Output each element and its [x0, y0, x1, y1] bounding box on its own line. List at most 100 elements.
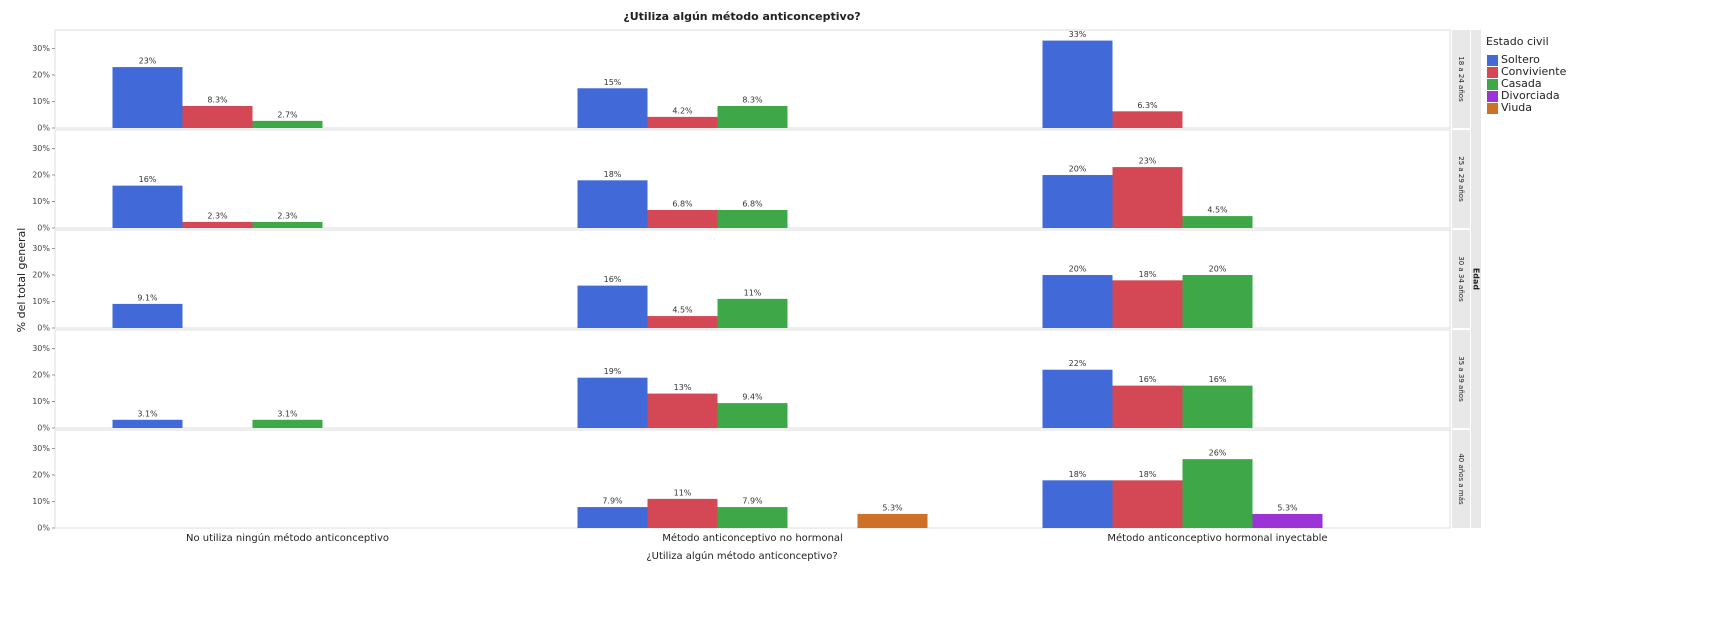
value-label: 23% — [139, 57, 157, 66]
legend-label: Viuda — [1501, 101, 1532, 114]
bar — [717, 298, 788, 328]
legend-swatch — [1487, 103, 1498, 114]
y-tick-label: 0% — [37, 524, 50, 533]
value-label: 20% — [1069, 265, 1087, 274]
y-tick-label: 30% — [32, 44, 50, 53]
bar — [1112, 480, 1183, 528]
bar — [647, 393, 718, 428]
value-label: 18% — [1069, 470, 1087, 479]
facet-label: 30 a 34 años — [1457, 256, 1465, 302]
bar — [1182, 216, 1253, 228]
y-tick-label: 10% — [32, 97, 50, 106]
bar — [1042, 275, 1113, 328]
y-tick-label: 30% — [32, 244, 50, 253]
value-label: 33% — [1069, 30, 1087, 39]
value-label: 16% — [1139, 375, 1157, 384]
value-label: 20% — [1069, 165, 1087, 174]
facet-strip — [1452, 230, 1470, 328]
x-tick-label: Método anticonceptivo no hormonal — [662, 532, 843, 544]
facet-title: Edad — [1472, 268, 1481, 291]
legend-label: Conviviente — [1501, 65, 1567, 78]
legend-label: Divorciada — [1501, 89, 1560, 102]
value-label: 20% — [1209, 265, 1227, 274]
value-label: 16% — [604, 275, 622, 284]
y-tick-label: 30% — [32, 344, 50, 353]
bar — [577, 88, 648, 128]
facet-strip — [1452, 30, 1470, 128]
bar — [717, 209, 788, 228]
value-label: 4.2% — [672, 106, 693, 115]
value-label: 4.5% — [672, 306, 693, 315]
value-label: 3.1% — [277, 409, 298, 418]
y-tick-label: 20% — [32, 171, 50, 180]
bar — [182, 221, 253, 228]
y-tick-label: 20% — [32, 271, 50, 280]
value-label: 8.3% — [742, 96, 763, 105]
value-label: 3.1% — [137, 409, 158, 418]
bar — [1112, 167, 1183, 228]
bar — [1042, 40, 1113, 129]
bar — [1042, 480, 1113, 528]
facet-strip — [1452, 130, 1470, 228]
value-label: 6.8% — [742, 199, 763, 208]
x-tick-label: Método anticonceptivo hormonal inyectabl… — [1107, 532, 1327, 544]
bar — [717, 507, 788, 528]
value-label: 13% — [674, 383, 692, 392]
bar — [252, 120, 323, 128]
bar — [647, 316, 718, 328]
facet-label: 35 a 39 años — [1457, 356, 1465, 402]
facet-strip — [1452, 430, 1470, 528]
x-axis-title: ¿Utiliza algún método anticonceptivo? — [646, 550, 837, 562]
facet-label: 18 a 24 años — [1457, 56, 1465, 102]
value-label: 19% — [604, 367, 622, 376]
bar — [577, 377, 648, 428]
bar — [1042, 369, 1113, 428]
value-label: 22% — [1069, 359, 1087, 368]
x-tick-label: No utiliza ningún método anticonceptivo — [186, 532, 389, 544]
y-axis-title: % del total general — [15, 228, 28, 333]
bar — [577, 180, 648, 228]
y-tick-label: 30% — [32, 144, 50, 153]
value-label: 7.9% — [602, 497, 623, 506]
bar — [857, 513, 928, 528]
value-label: 8.3% — [207, 96, 228, 105]
value-label: 2.3% — [277, 211, 298, 220]
y-tick-label: 0% — [37, 124, 50, 133]
chart-title: ¿Utiliza algún método anticonceptivo? — [623, 10, 860, 23]
facet-title-strip — [1471, 30, 1481, 528]
bar — [647, 116, 718, 128]
value-label: 18% — [1139, 270, 1157, 279]
value-label: 11% — [674, 488, 692, 497]
bar — [1112, 111, 1183, 128]
y-tick-label: 0% — [37, 424, 50, 433]
y-tick-label: 20% — [32, 371, 50, 380]
value-label: 2.7% — [277, 110, 298, 119]
y-tick-label: 10% — [32, 397, 50, 406]
y-tick-label: 10% — [32, 297, 50, 306]
legend-swatch — [1487, 91, 1498, 102]
y-tick-label: 10% — [32, 497, 50, 506]
legend-swatch — [1487, 67, 1498, 78]
bar — [1182, 459, 1253, 528]
value-label: 26% — [1209, 449, 1227, 458]
bar — [112, 419, 183, 428]
bar — [112, 303, 183, 328]
value-label: 5.3% — [1277, 503, 1298, 512]
value-label: 9.4% — [742, 393, 763, 402]
bar — [1252, 513, 1323, 528]
y-tick-label: 0% — [37, 324, 50, 333]
value-label: 5.3% — [882, 503, 903, 512]
bar — [252, 419, 323, 428]
value-label: 11% — [744, 288, 762, 297]
facet-label: 40 años a más — [1457, 453, 1465, 505]
y-tick-label: 30% — [32, 444, 50, 453]
y-tick-label: 20% — [32, 471, 50, 480]
bar — [112, 185, 183, 228]
bar — [647, 498, 718, 528]
bar — [1182, 385, 1253, 428]
y-tick-label: 20% — [32, 71, 50, 80]
y-tick-label: 10% — [32, 197, 50, 206]
value-label: 18% — [1139, 470, 1157, 479]
bar — [1112, 280, 1183, 328]
